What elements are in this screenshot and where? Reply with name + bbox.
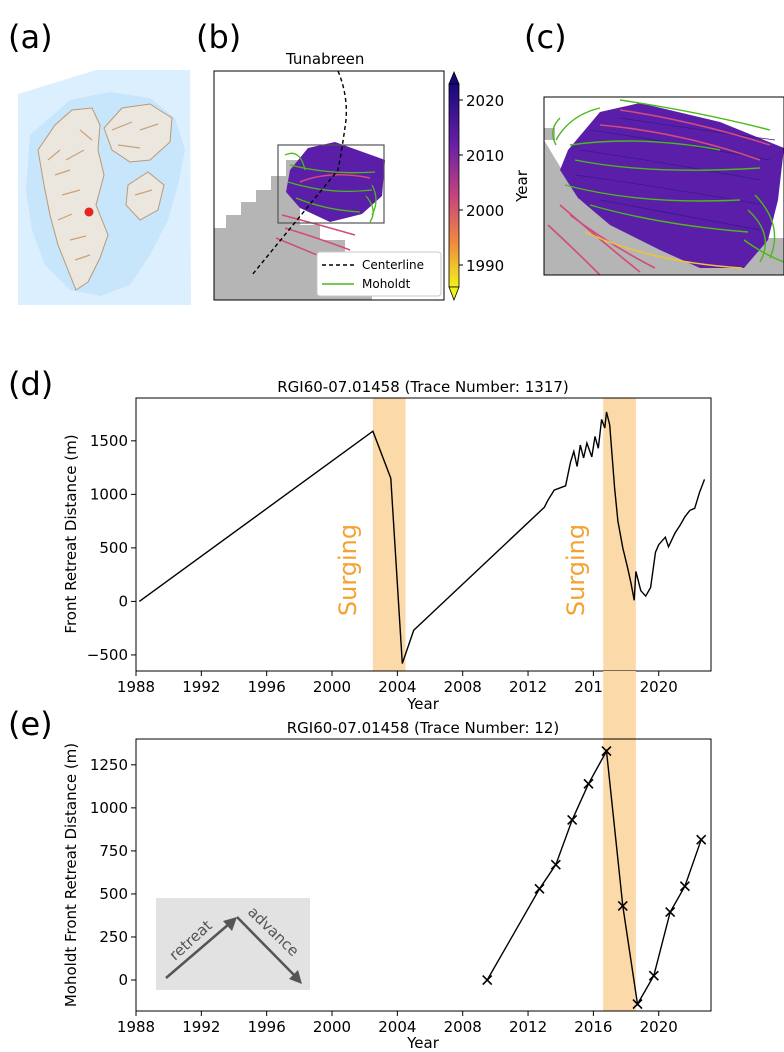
x-tick-label: 1992 [182, 1018, 220, 1036]
y-tick-label: −500 [87, 646, 128, 664]
x-tick-label: 2012 [509, 678, 547, 696]
map-b-legend: Centerline Moholdt [316, 251, 442, 297]
panel-label-a: (a) [8, 18, 53, 56]
data-point-marker [482, 974, 493, 986]
data-point-marker [665, 906, 676, 918]
series-line [486, 748, 702, 1007]
data-point-marker [679, 881, 690, 892]
colorbar-tick-2020: 2020 [466, 92, 504, 110]
y-tick-label: 0 [118, 592, 128, 610]
x-tick-label: 2020 [640, 1018, 678, 1036]
chart-d-surge-bands [372, 398, 636, 671]
data-point-marker [567, 814, 578, 825]
data-point-marker [601, 745, 612, 757]
x-tick-label: 2000 [313, 678, 351, 696]
glacier-label: Tunabreen [285, 50, 364, 68]
surge-band [603, 398, 636, 671]
x-tick-label: 2020 [640, 678, 678, 696]
colorbar-label: Year [513, 169, 531, 203]
x-tick-label: 1996 [248, 678, 286, 696]
retreat-advance-inset: retreat advance [156, 898, 310, 990]
data-point-marker [550, 859, 561, 870]
colorbar-tick-2000: 2000 [466, 202, 504, 220]
y-tick-label: 1000 [90, 485, 128, 503]
chart-d-xlabel: Year [406, 695, 440, 713]
x-tick-label: 2004 [378, 678, 416, 696]
map-c-fronts-yellow [584, 231, 743, 269]
map-terrain [47, 121, 159, 261]
map-b-front-area [286, 142, 385, 222]
chart-e: retreat advance 1988 1992 1996 2000 2004 2008… [62, 671, 712, 1052]
tunabreen-location-marker [84, 207, 94, 217]
legend-centerline-label: Centerline [362, 258, 424, 272]
y-tick-label: 1000 [90, 799, 128, 817]
chart-d-surge-label-1: Surging [334, 524, 362, 616]
map-b-fronts-pink [275, 174, 371, 263]
series-line [138, 411, 706, 664]
x-tick-label: 2000 [313, 1018, 351, 1036]
map-c-frame-border [543, 96, 784, 276]
y-tick-label: 750 [99, 842, 128, 860]
chart-d: 1988 1992 1996 2000 2004 2008 2012 2016 2020 −500… [62, 378, 712, 713]
panel-b-map: Centerline Moholdt Tunabreen 2020 2010 [213, 50, 531, 302]
map-island-east [125, 171, 165, 221]
chart-d-axes: 1988 1992 1996 2000 2004 2008 2012 2016 2020 −500… [87, 432, 678, 696]
y-tick-label: 1250 [90, 756, 128, 774]
colorbar-tick-2010: 2010 [466, 147, 504, 165]
panel-label-e: (e) [8, 705, 53, 743]
data-point-marker [534, 883, 545, 894]
map-b-zoom-box [277, 144, 385, 224]
surge-band-connector [603, 671, 636, 739]
chart-d-ylabel: Front Retreat Distance (m) [62, 434, 80, 633]
x-tick-label: 2004 [378, 1018, 416, 1036]
map-b-centerline [251, 70, 348, 276]
data-point-marker [696, 834, 707, 845]
chart-d-plot-frame [135, 397, 712, 672]
panel-label-b: (b) [196, 18, 241, 56]
chart-d-surge-label-2: Surging [562, 524, 590, 616]
map-b-frame-border [213, 70, 445, 301]
panel-label-d: (d) [8, 365, 53, 403]
legend-moholdt-label: Moholdt [362, 277, 411, 291]
chart-d-title: RGI60-07.01458 (Trace Number: 1317) [277, 378, 569, 396]
x-tick-label: 2008 [444, 678, 482, 696]
year-colorbar: 2020 2010 2000 1990 Year [448, 70, 531, 302]
data-point-marker [617, 900, 628, 912]
chart-e-xlabel: Year [406, 1034, 440, 1052]
colorbar-tick-1990: 1990 [466, 257, 504, 275]
x-tick-label: 1996 [248, 1018, 286, 1036]
x-tick-label: 2016 [574, 678, 612, 696]
svalbard-map [18, 70, 191, 305]
y-tick-label: 500 [99, 885, 128, 903]
x-tick-label: 1988 [117, 1018, 155, 1036]
chart-e-title: RGI60-07.01458 (Trace Number: 12) [287, 719, 559, 737]
map-c-fronts-green [552, 99, 784, 263]
y-tick-label: 0 [118, 971, 128, 989]
map-b-fronts-green [284, 152, 377, 223]
map-c-front-area [560, 103, 784, 268]
chart-e-ylabel: Moholdt Front Retreat Distance (m) [62, 743, 80, 1007]
chart-e-axes: 1988 1992 1996 2000 2004 2008 2012 2016 2020 0 250… [90, 756, 678, 1036]
x-tick-label: 2016 [574, 1018, 612, 1036]
data-point-marker [583, 778, 594, 789]
map-island-northeast [103, 103, 173, 163]
x-tick-label: 2012 [509, 1018, 547, 1036]
y-tick-label: 500 [99, 539, 128, 557]
y-tick-label: 1500 [90, 432, 128, 450]
chart-e-series [482, 745, 707, 1010]
data-point-marker [648, 970, 659, 981]
data-point-marker [632, 999, 643, 1010]
x-tick-label: 2008 [444, 1018, 482, 1036]
x-tick-label: 1992 [182, 678, 220, 696]
y-tick-label: 250 [99, 928, 128, 946]
chart-d-series [138, 411, 706, 664]
panel-c-map [543, 96, 784, 276]
x-tick-label: 1988 [117, 678, 155, 696]
chart-e-plot-frame [135, 738, 712, 1012]
panel-label-c: (c) [524, 18, 567, 56]
